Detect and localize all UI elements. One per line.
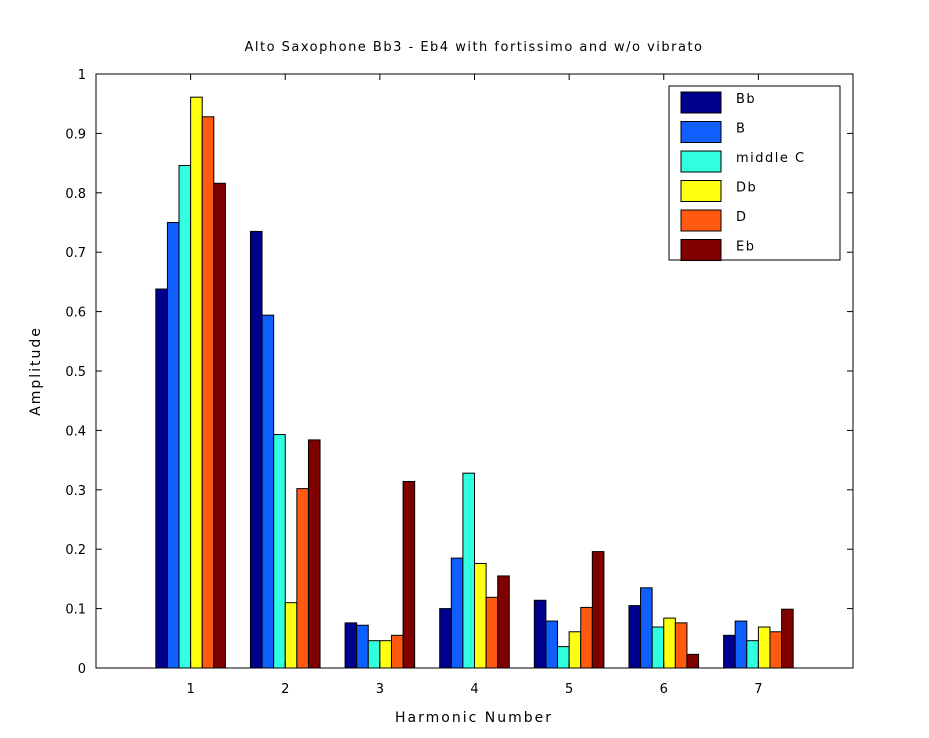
bar-harmonic-5-series-1 xyxy=(545,620,559,669)
bars-group xyxy=(155,96,794,669)
bar-harmonic-7-series-1 xyxy=(734,620,748,669)
x-tick-label: 1 xyxy=(186,682,194,697)
legend-label: Bb xyxy=(736,92,756,107)
bar-harmonic-2-series-4 xyxy=(296,488,309,669)
bar-harmonic-5-series-3 xyxy=(568,631,582,669)
bar-harmonic-4-series-1 xyxy=(450,557,464,669)
bar-harmonic-4-series-5 xyxy=(497,575,510,669)
y-tick-label: 0.7 xyxy=(65,246,86,261)
bar-harmonic-2-series-0 xyxy=(249,230,263,669)
x-tick-label: 5 xyxy=(565,682,573,697)
y-tick-label: 0.8 xyxy=(65,187,86,202)
bar-harmonic-3-series-3 xyxy=(379,640,392,669)
bar-harmonic-6-series-1 xyxy=(640,587,653,669)
chart-title: Alto Saxophone Bb3 - Eb4 with fortissimo… xyxy=(244,40,703,55)
bar-harmonic-6-series-5 xyxy=(686,653,700,669)
legend-label: Db xyxy=(736,181,757,196)
bar-harmonic-7-series-4 xyxy=(769,631,783,669)
y-tick-label: 1 xyxy=(78,68,86,83)
bar-harmonic-5-series-4 xyxy=(580,606,593,669)
y-tick-label: 0.3 xyxy=(65,484,86,499)
bar-harmonic-1-series-2 xyxy=(178,164,192,669)
x-axis-label: Harmonic Number xyxy=(395,710,553,726)
y-axis-label: Amplitude xyxy=(28,326,44,416)
legend-label: middle C xyxy=(736,151,806,166)
legend-label: Eb xyxy=(736,240,755,255)
y-tick-label: 0 xyxy=(78,662,86,677)
bar-harmonic-6-series-3 xyxy=(663,617,676,669)
bar-harmonic-3-series-0 xyxy=(344,622,358,669)
y-axis: 0 0.1 0.2 0.3 0.4 0.5 0.6 0.7 0.8 0.9 1 xyxy=(65,68,853,677)
legend-swatch xyxy=(680,239,722,261)
bar-harmonic-2-series-5 xyxy=(307,439,321,669)
legend-swatch xyxy=(680,209,722,232)
bar-harmonic-4-series-3 xyxy=(474,562,487,669)
legend-label: D xyxy=(736,210,748,225)
bar-harmonic-5-series-5 xyxy=(591,551,605,669)
bar-harmonic-7-series-3 xyxy=(757,626,771,669)
bar-harmonic-4-series-2 xyxy=(462,472,475,669)
x-tick-label: 7 xyxy=(754,682,762,697)
bar-harmonic-2-series-3 xyxy=(284,602,298,669)
x-tick-label: 6 xyxy=(660,682,668,697)
y-tick-label: 0.9 xyxy=(65,127,86,142)
bar-harmonic-3-series-2 xyxy=(367,640,381,669)
bar-harmonic-1-series-3 xyxy=(190,96,203,669)
legend-swatch xyxy=(680,121,722,143)
bar-harmonic-5-series-2 xyxy=(557,646,570,669)
bar-harmonic-1-series-4 xyxy=(201,116,215,669)
bar-harmonic-3-series-4 xyxy=(390,634,404,669)
bar-harmonic-4-series-0 xyxy=(439,608,452,669)
bar-harmonic-1-series-5 xyxy=(213,182,226,669)
bar-harmonic-1-series-1 xyxy=(166,222,180,669)
y-tick-label: 0.2 xyxy=(65,543,86,558)
bar-harmonic-7-series-5 xyxy=(781,608,794,669)
y-tick-label: 0.4 xyxy=(65,424,86,439)
y-tick-label: 0.1 xyxy=(65,603,86,618)
bar-harmonic-6-series-2 xyxy=(651,626,665,669)
bar-harmonic-3-series-5 xyxy=(402,480,416,669)
legend-label: B xyxy=(736,122,746,137)
x-axis: 1 2 3 4 5 6 7 xyxy=(186,74,763,697)
y-tick-label: 0.6 xyxy=(65,306,86,321)
x-tick-label: 2 xyxy=(281,682,289,697)
legend-swatch xyxy=(680,180,722,202)
bar-harmonic-4-series-4 xyxy=(485,596,499,669)
bar-harmonic-7-series-2 xyxy=(746,640,759,669)
bar-harmonic-3-series-1 xyxy=(356,624,369,669)
bar-harmonic-2-series-1 xyxy=(261,314,275,669)
bar-harmonic-7-series-0 xyxy=(723,634,736,669)
bar-harmonic-6-series-0 xyxy=(628,605,642,669)
x-tick-label: 4 xyxy=(470,682,478,697)
bar-harmonic-1-series-0 xyxy=(155,288,168,669)
y-tick-label: 0.5 xyxy=(65,365,86,380)
legend-swatch xyxy=(680,150,722,173)
bar-harmonic-2-series-2 xyxy=(273,434,286,669)
bar-harmonic-6-series-4 xyxy=(674,622,688,669)
bar-harmonic-5-series-0 xyxy=(533,599,547,669)
legend-swatch xyxy=(680,91,722,114)
x-tick-label: 3 xyxy=(376,682,384,697)
